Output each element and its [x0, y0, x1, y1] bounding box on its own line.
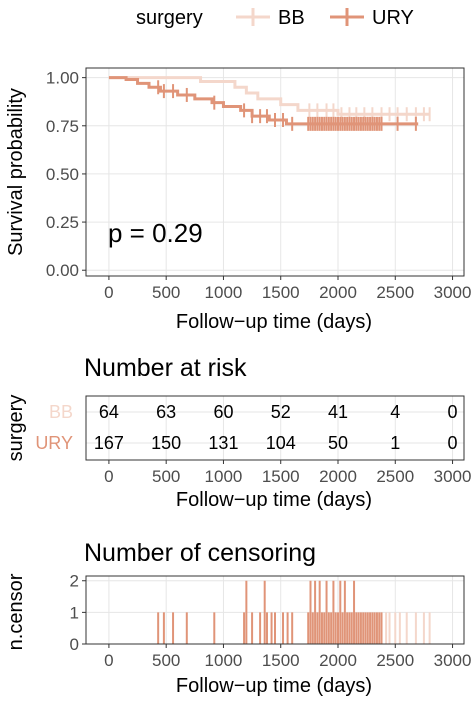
risk-cell-bb: 64	[99, 402, 119, 422]
survival-x-tick-label: 2000	[319, 283, 357, 302]
legend-item-ury: URY	[330, 7, 414, 29]
risk-table-y-axis-label: surgery	[5, 395, 27, 462]
survival-y-tick-label: 0.75	[46, 117, 79, 136]
risk-row-label-bb: BB	[49, 402, 73, 422]
survival-x-tick-label: 0	[104, 283, 113, 302]
survival-x-tick-label: 2500	[376, 283, 414, 302]
risk-x-tick-label: 3000	[434, 467, 472, 486]
risk-row-label-ury: URY	[35, 433, 73, 453]
censoring-x-ticks: 0 500 1000 1500 2000 2500 3000	[104, 644, 471, 670]
survival-x-tick-label: 500	[152, 283, 180, 302]
censoring-x-tick-label: 1500	[262, 651, 300, 670]
risk-table-row-labels: BB URY	[35, 402, 73, 453]
censoring-x-tick-label: 3000	[434, 651, 472, 670]
risk-cell-bb: 41	[328, 402, 348, 422]
risk-cell-ury: 150	[151, 433, 181, 453]
censoring-x-tick-label: 0	[104, 651, 113, 670]
risk-x-tick-label: 2000	[319, 467, 357, 486]
censoring-x-tick-label: 2500	[376, 651, 414, 670]
legend-item-bb: BB	[236, 7, 305, 29]
survival-curves	[108, 76, 431, 131]
censoring-panel-border	[85, 575, 465, 645]
censoring-y-ticks: 0 1 2	[70, 572, 86, 654]
risk-table-cells: 64 63 60 52 41 4 0 167 150 131 104 50 1 0	[94, 402, 458, 453]
legend-title: surgery	[136, 7, 203, 29]
risk-cell-bb: 52	[271, 402, 291, 422]
censoring-panel: Number of censoring 0 1 2 0 500 1000 1500 2000…	[5, 539, 471, 697]
censoring-x-axis-label: Follow−up time (days)	[176, 675, 372, 697]
risk-cell-ury: 1	[390, 433, 400, 453]
survival-x-tick-label: 1500	[262, 283, 300, 302]
risk-cell-bb: 63	[156, 402, 176, 422]
survival-x-tick-label: 3000	[434, 283, 472, 302]
legend-label-ury: URY	[372, 7, 414, 29]
risk-table-x-axis-label: Follow−up time (days)	[176, 489, 372, 511]
risk-x-tick-label: 500	[152, 467, 180, 486]
survival-y-tick-label: 1.00	[46, 69, 79, 88]
risk-x-tick-label: 2500	[376, 467, 414, 486]
censoring-y-tick-label: 0	[70, 635, 79, 654]
survival-x-tick-label: 1000	[205, 283, 243, 302]
risk-cell-ury: 0	[448, 433, 458, 453]
risk-cell-ury: 167	[94, 433, 124, 453]
censoring-title: Number of censoring	[84, 539, 316, 567]
censoring-bars	[157, 580, 431, 644]
risk-cell-bb: 4	[390, 402, 400, 422]
survival-y-tick-label: 0.25	[46, 213, 79, 232]
risk-x-tick-label: 0	[104, 467, 113, 486]
survival-x-axis-label: Follow−up time (days)	[176, 311, 372, 333]
censoring-x-tick-label: 1000	[205, 651, 243, 670]
censoring-y-tick-label: 2	[70, 572, 79, 591]
legend: surgery BB URY	[136, 7, 414, 29]
censoring-y-tick-label: 1	[70, 603, 79, 622]
risk-table-title: Number at risk	[84, 354, 247, 382]
risk-x-tick-label: 1500	[262, 467, 300, 486]
risk-table-border	[85, 395, 465, 461]
censoring-x-tick-label: 500	[152, 651, 180, 670]
risk-cell-ury: 131	[208, 433, 238, 453]
legend-label-bb: BB	[278, 7, 305, 29]
survival-panel-border	[85, 67, 465, 277]
censoring-x-tick-label: 2000	[319, 651, 357, 670]
survival-y-axis-label: Survival probability	[5, 88, 27, 256]
risk-cell-ury: 50	[328, 433, 348, 453]
censoring-y-axis-label: n.censor	[5, 573, 27, 650]
risk-table-gridlines	[86, 396, 464, 460]
risk-x-tick-label: 1000	[205, 467, 243, 486]
survival-y-ticks: 0.00 0.25 0.50 0.75 1.00	[46, 69, 86, 280]
survival-panel: 0.00 0.25 0.50 0.75 1.00 0 500 1000 1500 2000 250…	[5, 67, 471, 333]
survival-x-ticks: 0 500 1000 1500 2000 2500 3000	[104, 276, 471, 302]
survival-y-tick-label: 0.50	[46, 165, 79, 184]
survival-pvalue: p = 0.29	[108, 218, 203, 248]
survival-gridlines	[86, 68, 464, 276]
risk-table-x-ticks: 0 500 1000 1500 2000 2500 3000	[104, 460, 471, 486]
risk-cell-ury: 104	[266, 433, 296, 453]
survival-y-tick-label: 0.00	[46, 261, 79, 280]
risk-cell-bb: 60	[213, 402, 233, 422]
risk-cell-bb: 0	[448, 402, 458, 422]
